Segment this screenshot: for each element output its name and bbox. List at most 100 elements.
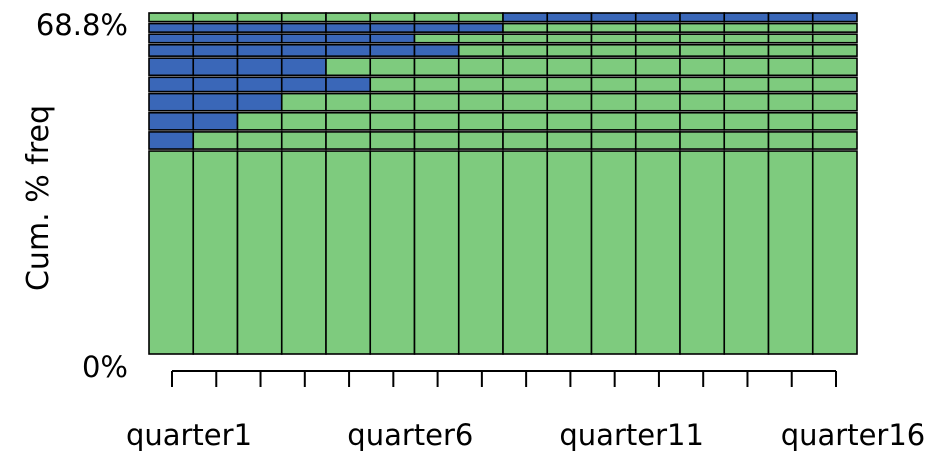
cell-seq4-quarter12	[634, 92, 681, 112]
cell-seq4-quarter2	[192, 92, 239, 112]
cell-seq8-quarter5	[325, 33, 372, 44]
cell-seq7-quarter6	[369, 43, 416, 57]
cell-seq9-quarter12	[634, 22, 681, 33]
cell-seq3-quarter8	[457, 111, 504, 131]
cell-seq9-quarter14	[723, 22, 770, 33]
cell-seq5-quarter2	[192, 76, 239, 93]
sequence-5	[148, 76, 858, 93]
cell-seq6-quarter10	[546, 57, 593, 77]
cell-seq1-quarter13	[679, 150, 726, 355]
cell-seq8-quarter16	[811, 33, 858, 44]
cell-seq9-quarter5	[325, 22, 372, 33]
cell-seq2-quarter4	[280, 131, 327, 150]
cell-seq5-quarter16	[811, 76, 858, 93]
cell-seq6-quarter16	[811, 57, 858, 77]
cell-seq6-quarter15	[767, 57, 814, 77]
cell-seq8-quarter8	[457, 33, 504, 44]
cell-seq3-quarter12	[634, 111, 681, 131]
cell-seq4-quarter1	[148, 92, 195, 112]
cell-seq10-quarter12	[634, 12, 681, 23]
cell-seq8-quarter15	[767, 33, 814, 44]
cell-seq3-quarter10	[546, 111, 593, 131]
cell-seq6-quarter5	[325, 57, 372, 77]
cell-seq7-quarter7	[413, 43, 460, 57]
cell-seq1-quarter8	[457, 150, 504, 355]
cell-seq7-quarter13	[679, 43, 726, 57]
cell-seq2-quarter5	[325, 131, 372, 150]
cell-seq9-quarter16	[811, 22, 858, 33]
cell-seq4-quarter8	[457, 92, 504, 112]
cell-seq8-quarter3	[236, 33, 283, 44]
cell-seq1-quarter3	[236, 150, 283, 355]
y-tick-label-bottom: 0%	[82, 350, 128, 384]
cell-seq3-quarter11	[590, 111, 637, 131]
cell-seq3-quarter3	[236, 111, 283, 131]
cell-seq2-quarter2	[192, 131, 239, 150]
cell-seq10-quarter9	[502, 12, 549, 23]
cell-seq6-quarter7	[413, 57, 460, 77]
cell-seq1-quarter1	[148, 150, 195, 355]
cell-seq1-quarter16	[811, 150, 858, 355]
cell-seq8-quarter14	[723, 33, 770, 44]
cell-seq9-quarter7	[413, 22, 460, 33]
cell-seq6-quarter9	[502, 57, 549, 77]
cell-seq8-quarter10	[546, 33, 593, 44]
cell-seq1-quarter4	[280, 150, 327, 355]
cell-seq9-quarter2	[192, 22, 239, 33]
cell-seq9-quarter8	[457, 22, 504, 33]
sequence-4	[148, 92, 858, 112]
cell-seq10-quarter16	[811, 12, 858, 23]
sequence-3	[148, 111, 858, 131]
x-tick-label-quarter1: quarter1	[126, 418, 252, 451]
cell-seq8-quarter1	[148, 33, 195, 44]
x-tick-labels: quarter1 quarter6 quarter11 quarter16	[126, 418, 925, 451]
x-tick-label-quarter16: quarter16	[781, 418, 926, 451]
cell-seq4-quarter11	[590, 92, 637, 112]
cell-seq8-quarter13	[679, 33, 726, 44]
cell-seq2-quarter15	[767, 131, 814, 150]
cell-seq4-quarter3	[236, 92, 283, 112]
cell-seq3-quarter4	[280, 111, 327, 131]
y-axis-label: Cum. % freq	[21, 105, 56, 291]
cell-seq3-quarter2	[192, 111, 239, 131]
cell-seq9-quarter3	[236, 22, 283, 33]
x-tick-label-quarter6: quarter6	[347, 418, 473, 451]
cell-seq6-quarter14	[723, 57, 770, 77]
cell-seq5-quarter9	[502, 76, 549, 93]
sequence-9	[148, 22, 858, 33]
cell-seq7-quarter1	[148, 43, 195, 57]
cell-seq9-quarter9	[502, 22, 549, 33]
cell-seq9-quarter15	[767, 22, 814, 33]
cell-seq1-quarter2	[192, 150, 239, 355]
cell-seq8-quarter6	[369, 33, 416, 44]
cell-seq6-quarter1	[148, 57, 195, 77]
cell-seq10-quarter5	[325, 12, 372, 23]
cell-seq10-quarter3	[236, 12, 283, 23]
cell-seq4-quarter14	[723, 92, 770, 112]
cell-seq10-quarter15	[767, 12, 814, 23]
x-tick-label-quarter11: quarter11	[559, 418, 704, 451]
cell-seq1-quarter5	[325, 150, 372, 355]
sequence-1	[148, 150, 858, 355]
cell-seq3-quarter1	[148, 111, 195, 131]
cell-seq1-quarter10	[546, 150, 593, 355]
cell-seq10-quarter13	[679, 12, 726, 23]
cell-seq1-quarter11	[590, 150, 637, 355]
cell-seq10-quarter14	[723, 12, 770, 23]
cell-seq4-quarter10	[546, 92, 593, 112]
cell-seq1-quarter9	[502, 150, 549, 355]
cell-seq10-quarter11	[590, 12, 637, 23]
cell-seq5-quarter4	[280, 76, 327, 93]
cell-seq2-quarter1	[148, 131, 195, 150]
cell-seq2-quarter11	[590, 131, 637, 150]
cell-seq3-quarter5	[325, 111, 372, 131]
cell-seq1-quarter14	[723, 150, 770, 355]
cell-seq5-quarter11	[590, 76, 637, 93]
cell-seq8-quarter9	[502, 33, 549, 44]
cell-seq6-quarter2	[192, 57, 239, 77]
cell-seq2-quarter12	[634, 131, 681, 150]
sequence-6	[148, 57, 858, 77]
cell-seq3-quarter6	[369, 111, 416, 131]
cell-seq8-quarter2	[192, 33, 239, 44]
